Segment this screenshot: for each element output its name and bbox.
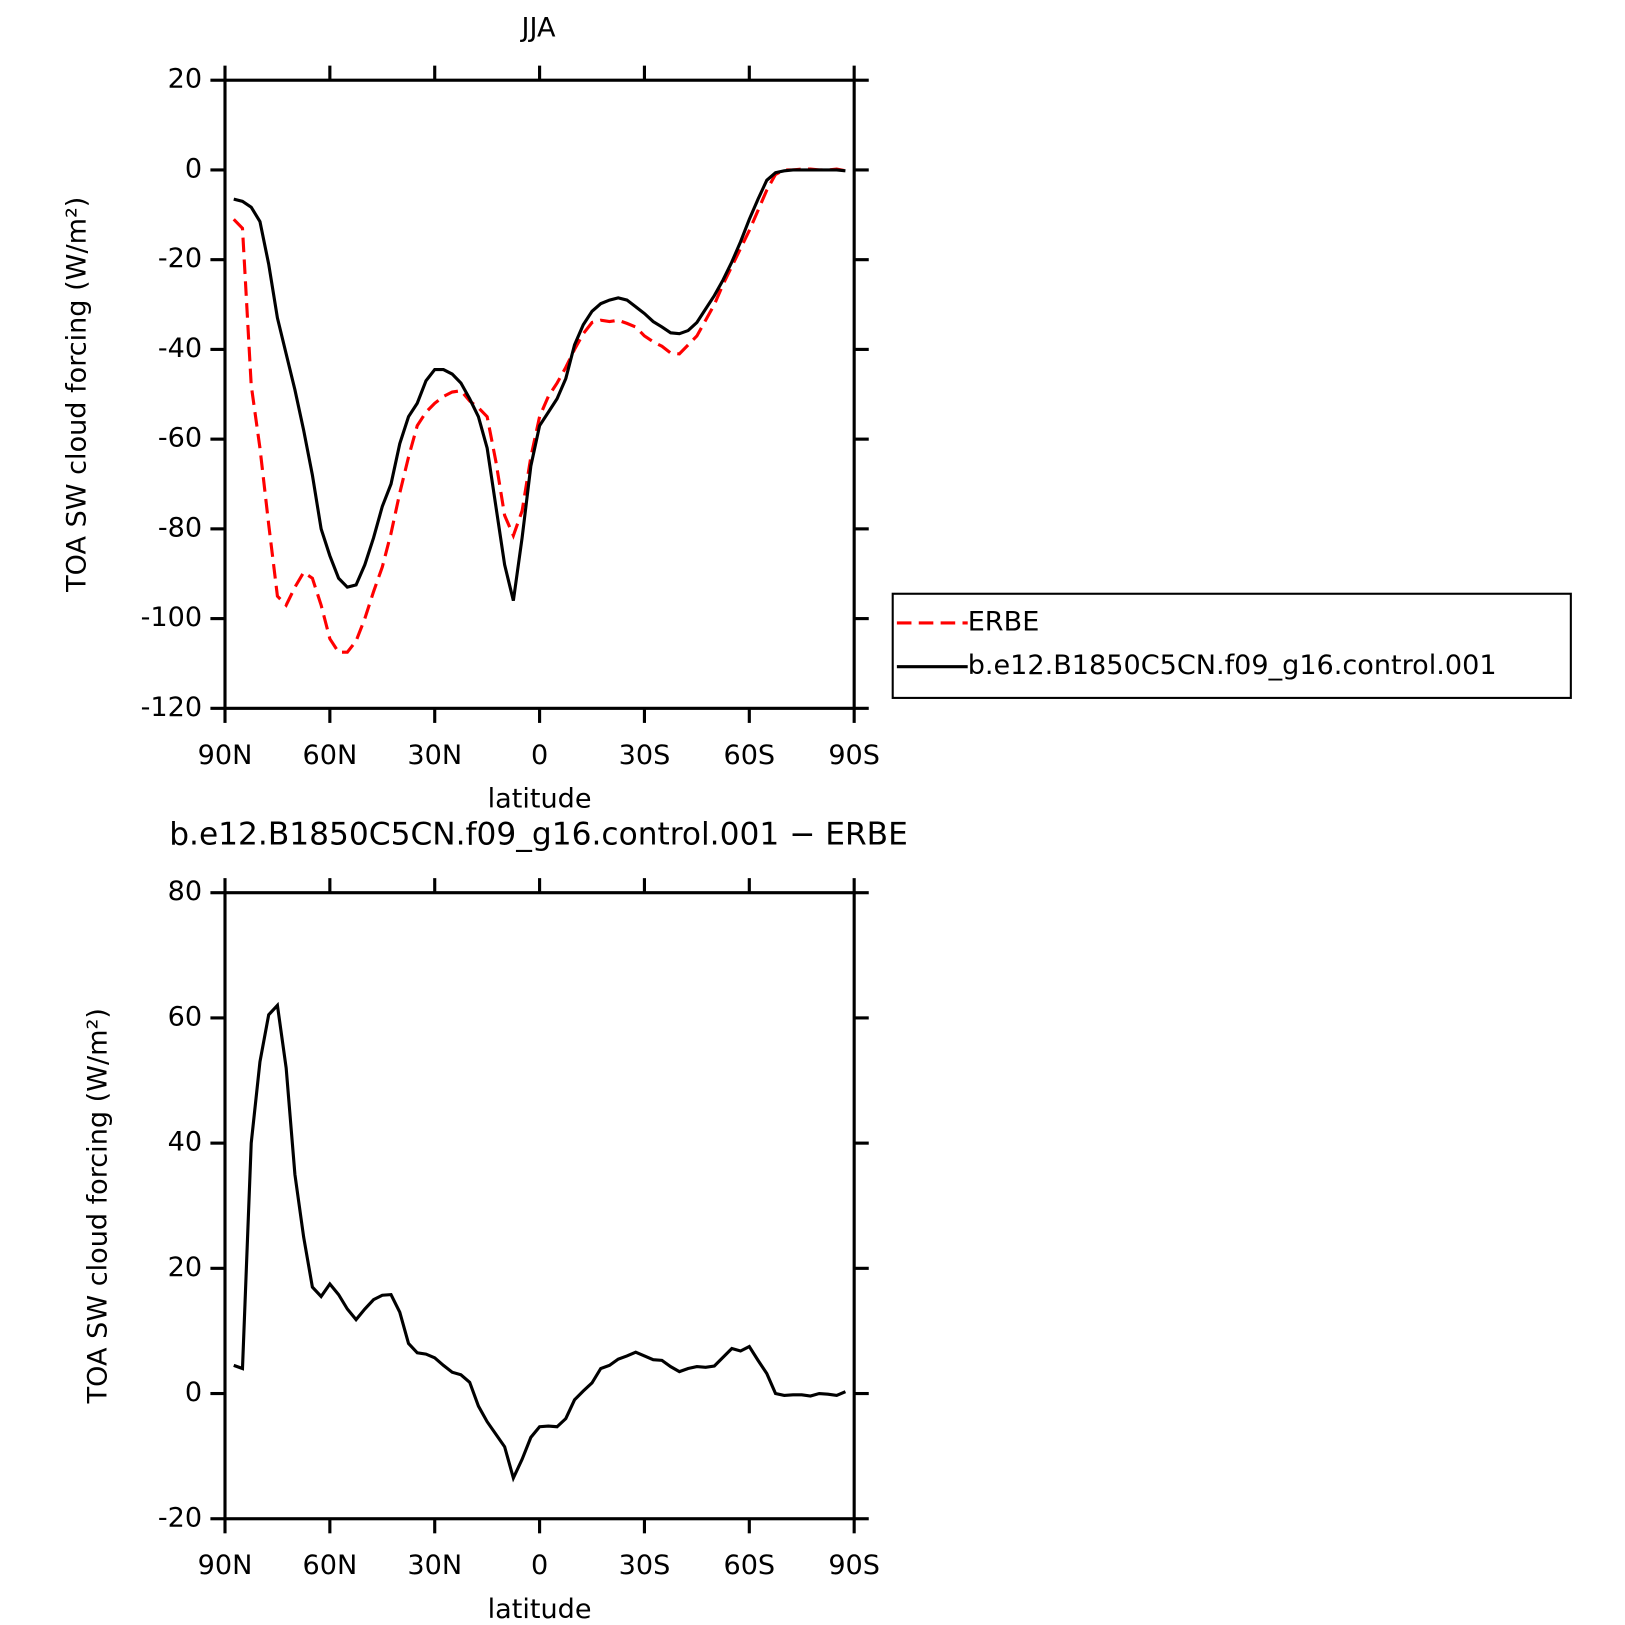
- y-tick-label: -80: [158, 512, 202, 543]
- data-line: [233, 1001, 847, 1483]
- y-axis-label: TOA SW cloud forcing (W/m²): [82, 1008, 113, 1404]
- x-axis-label: latitude: [488, 784, 592, 815]
- panel-title: b.e12.B1850C5CN.f09_g16.control.001 − ER…: [169, 816, 908, 852]
- x-axis-label: latitude: [488, 1594, 592, 1625]
- y-tick-label: 0: [185, 1377, 202, 1408]
- x-tick-label: 30N: [407, 1550, 462, 1581]
- y-tick-label: -20: [158, 243, 202, 274]
- y-axis-label: TOA SW cloud forcing (W/m²): [62, 197, 93, 593]
- y-tick-label: -60: [158, 423, 202, 454]
- x-tick-label: 90S: [828, 1550, 880, 1581]
- y-tick-label: -120: [141, 692, 202, 723]
- x-tick-label: 90S: [828, 740, 880, 771]
- plot-frame: [223, 891, 856, 1521]
- y-tick-label: 20: [168, 1252, 202, 1283]
- y-tick-label: 0: [185, 153, 202, 184]
- y-tick-label: -20: [158, 1502, 202, 1533]
- x-tick-label: 0: [531, 1550, 548, 1581]
- y-tick-label: 60: [168, 1001, 202, 1032]
- legend-label: ERBE: [968, 606, 1040, 637]
- panel-title: JJA: [520, 13, 556, 44]
- legend-box: [891, 592, 1572, 699]
- x-tick-label: 30S: [619, 740, 671, 771]
- y-tick-label: 20: [168, 64, 202, 95]
- x-tick-label: 30S: [619, 1550, 671, 1581]
- y-tick-label: -100: [141, 602, 202, 633]
- x-tick-label: 30N: [407, 740, 462, 771]
- x-tick-label: 60N: [303, 740, 358, 771]
- x-tick-label: 60N: [303, 1550, 358, 1581]
- x-tick-label: 60S: [723, 740, 775, 771]
- data-line: [232, 167, 846, 654]
- x-tick-label: 90N: [198, 1550, 253, 1581]
- plot-frame: [223, 78, 856, 710]
- legend-label: b.e12.B1850C5CN.f09_g16.control.001: [968, 650, 1497, 681]
- y-tick-label: 40: [168, 1127, 202, 1158]
- y-tick-label: -40: [158, 333, 202, 364]
- y-tick-label: 80: [168, 876, 202, 907]
- x-tick-label: 0: [531, 740, 548, 771]
- x-tick-label: 60S: [723, 1550, 775, 1581]
- data-line: [233, 168, 846, 602]
- x-tick-label: 90N: [198, 740, 253, 771]
